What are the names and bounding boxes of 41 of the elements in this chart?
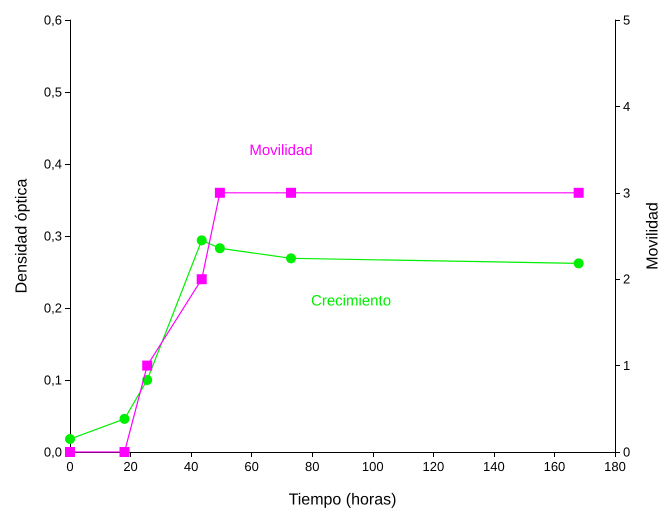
point	[65, 434, 75, 444]
x-tick-label: 20	[123, 459, 138, 474]
y-tick-label: 0,6	[44, 12, 62, 28]
point	[196, 274, 207, 284]
point	[65, 447, 75, 457]
x-tick-label: 160	[544, 459, 566, 474]
x-tick-label: 140	[483, 459, 505, 474]
point	[214, 188, 225, 198]
y2-axis-title: Movilidad	[644, 202, 662, 270]
point	[286, 253, 296, 264]
y-tick-label: 0,5	[44, 84, 62, 100]
y-tick-label: 0,0	[44, 444, 62, 460]
point	[196, 235, 207, 246]
x-tick-label: 40	[184, 459, 198, 474]
y2-tick-label: 2	[623, 272, 630, 287]
point	[120, 414, 130, 424]
x-tick-label: 100	[362, 459, 384, 474]
point	[214, 243, 225, 254]
y2-tick-label: 1	[623, 358, 630, 374]
point	[574, 188, 584, 198]
y-tick-label: 0,1	[44, 372, 62, 388]
point	[120, 447, 130, 457]
y2-tick-label: 0	[623, 444, 630, 460]
y2-tick-label: 5	[623, 12, 630, 28]
point	[574, 258, 584, 268]
y-tick-label: 0,3	[44, 228, 62, 244]
y-tick-label: 0,4	[44, 156, 62, 172]
y2-tick-label: 4	[623, 98, 630, 114]
text: Crecimiento	[311, 292, 392, 310]
x-tick-label: 60	[244, 459, 259, 474]
text: Movilidad	[249, 142, 313, 159]
y-tick-label: 0,2	[44, 300, 62, 316]
x-tick-label: 0	[66, 459, 74, 474]
x-tick-label: 180	[604, 459, 626, 474]
x-tick-label: 120	[422, 459, 444, 474]
y-axis-title: Densidad óptica	[14, 178, 30, 294]
x-axis-title: Tiempo (horas)	[288, 492, 396, 508]
point	[142, 360, 152, 371]
x-tick-label: 80	[304, 459, 320, 474]
point	[286, 188, 296, 198]
y2-tick-label: 3	[623, 185, 630, 200]
